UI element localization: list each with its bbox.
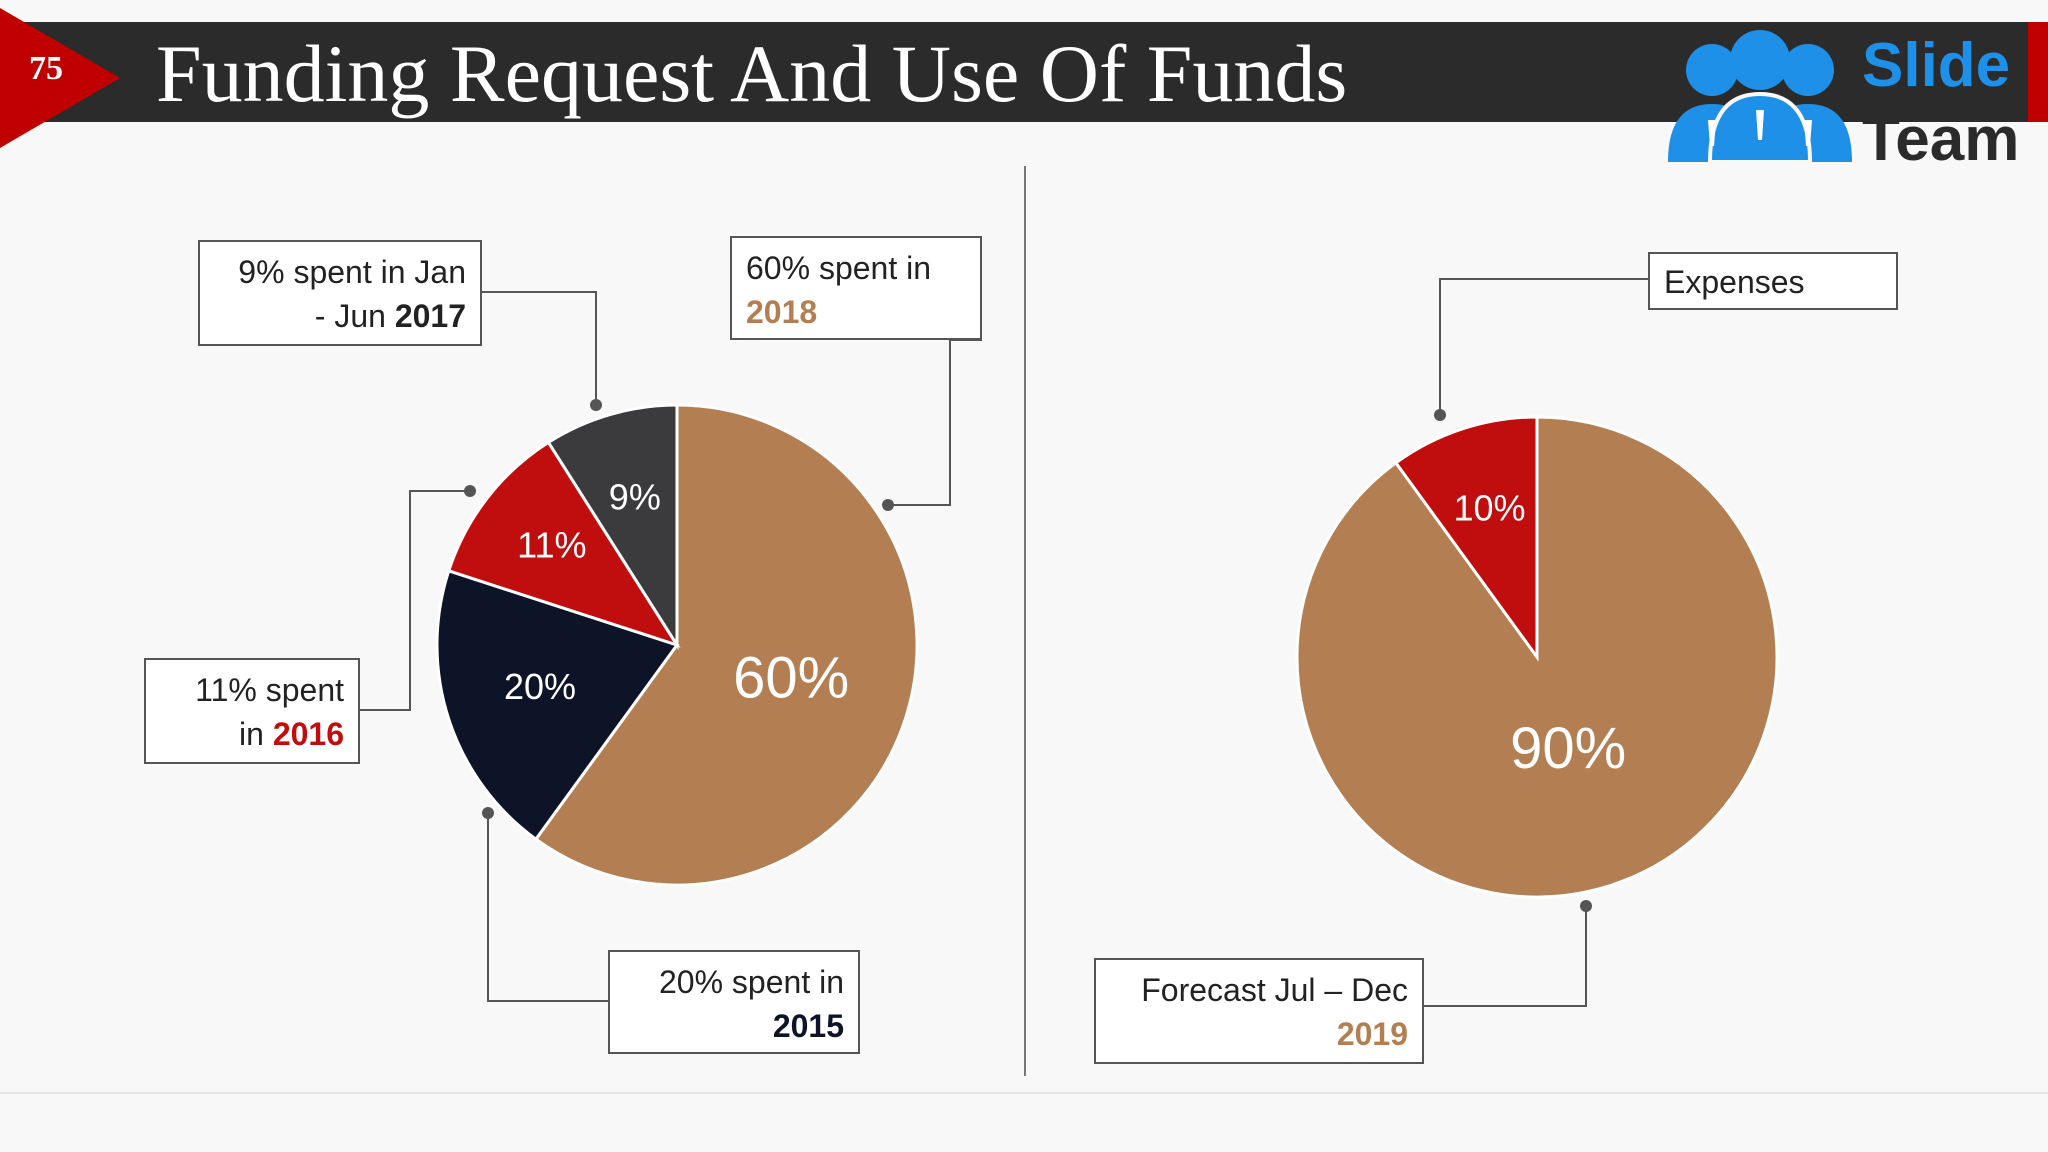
connector-2016	[360, 490, 470, 711]
page-title: Funding Request And Use Of Funds	[156, 28, 1348, 119]
callout-forecast-year: 2019	[1336, 1016, 1408, 1052]
callout-2016-year: 2016	[272, 716, 344, 752]
section-divider	[1024, 166, 1026, 1076]
pie-chart-use-of-funds: 90% 10%	[1295, 415, 1779, 899]
connector-expenses-dot	[1434, 409, 1446, 421]
callout-2018-year: 2018	[746, 294, 818, 330]
connector-2015	[487, 813, 608, 1002]
connector-2017-dot	[590, 399, 602, 411]
callout-2017-year: 2017	[394, 298, 466, 334]
header-accent	[2028, 22, 2048, 122]
pie-label-11-pct: 11%	[517, 524, 586, 565]
slide-number: 75	[29, 50, 63, 87]
connector-2018-dot	[882, 499, 894, 511]
pie-slice-2016	[446, 440, 681, 648]
pie-slice-2015	[435, 568, 680, 842]
callout-expenses-text: Expenses	[1664, 264, 1805, 300]
pie-label-90-pct: 90%	[1510, 716, 1626, 781]
callout-expenses: Expenses	[1648, 252, 1898, 310]
callout-2017-line2: - Jun	[314, 298, 386, 334]
callout-2016-text: 11% spent	[195, 672, 344, 708]
callout-2016: 11% spent in 2016	[144, 658, 360, 764]
connector-forecast	[1424, 906, 1587, 1007]
callout-2018: 60% spent in 2018	[730, 236, 982, 340]
pie-slice-2018	[533, 403, 919, 887]
callout-forecast-text: Forecast Jul – Dec	[1141, 972, 1408, 1008]
pie-label-60-pct: 60%	[733, 645, 849, 710]
callout-2015-year: 2015	[772, 1008, 844, 1044]
callout-forecast-2019: Forecast Jul – Dec 2019	[1094, 958, 1424, 1064]
pie-label-9-pct: 9%	[609, 476, 661, 517]
connector-2016-dot	[464, 485, 476, 497]
pie-label-10-pct: 10%	[1454, 487, 1526, 528]
pie-chart-funding-spent: 60% 20% 11% 9%	[435, 403, 919, 887]
connector-2018	[888, 339, 982, 506]
connector-expenses	[1439, 278, 1648, 415]
connector-2017	[482, 291, 597, 405]
logo-word-slide: Slide	[1862, 31, 2011, 100]
slide-number-flag	[0, 8, 120, 148]
connector-2015-dot	[482, 807, 494, 819]
callout-2016-line2: in	[239, 716, 264, 752]
pie-label-20-pct: 20%	[504, 666, 576, 707]
callout-2017-text: 9% spent in Jan	[238, 254, 466, 290]
pie-slice-jan-jun-2017	[546, 403, 679, 651]
callout-2015-text: 20% spent in	[658, 964, 844, 1000]
callout-2017: 9% spent in Jan - Jun 2017	[198, 240, 482, 346]
footer-line	[0, 1092, 2048, 1094]
callout-2018-text: 60% spent in	[746, 250, 932, 286]
pie-slice-expenses	[1393, 415, 1539, 662]
connector-forecast-dot	[1580, 900, 1592, 912]
logo-word-team: Team	[1862, 105, 2020, 174]
slideteam-logo-icon	[1668, 30, 1852, 164]
callout-2015: 20% spent in 2015	[608, 950, 860, 1054]
callout-connectors	[360, 278, 1648, 1007]
